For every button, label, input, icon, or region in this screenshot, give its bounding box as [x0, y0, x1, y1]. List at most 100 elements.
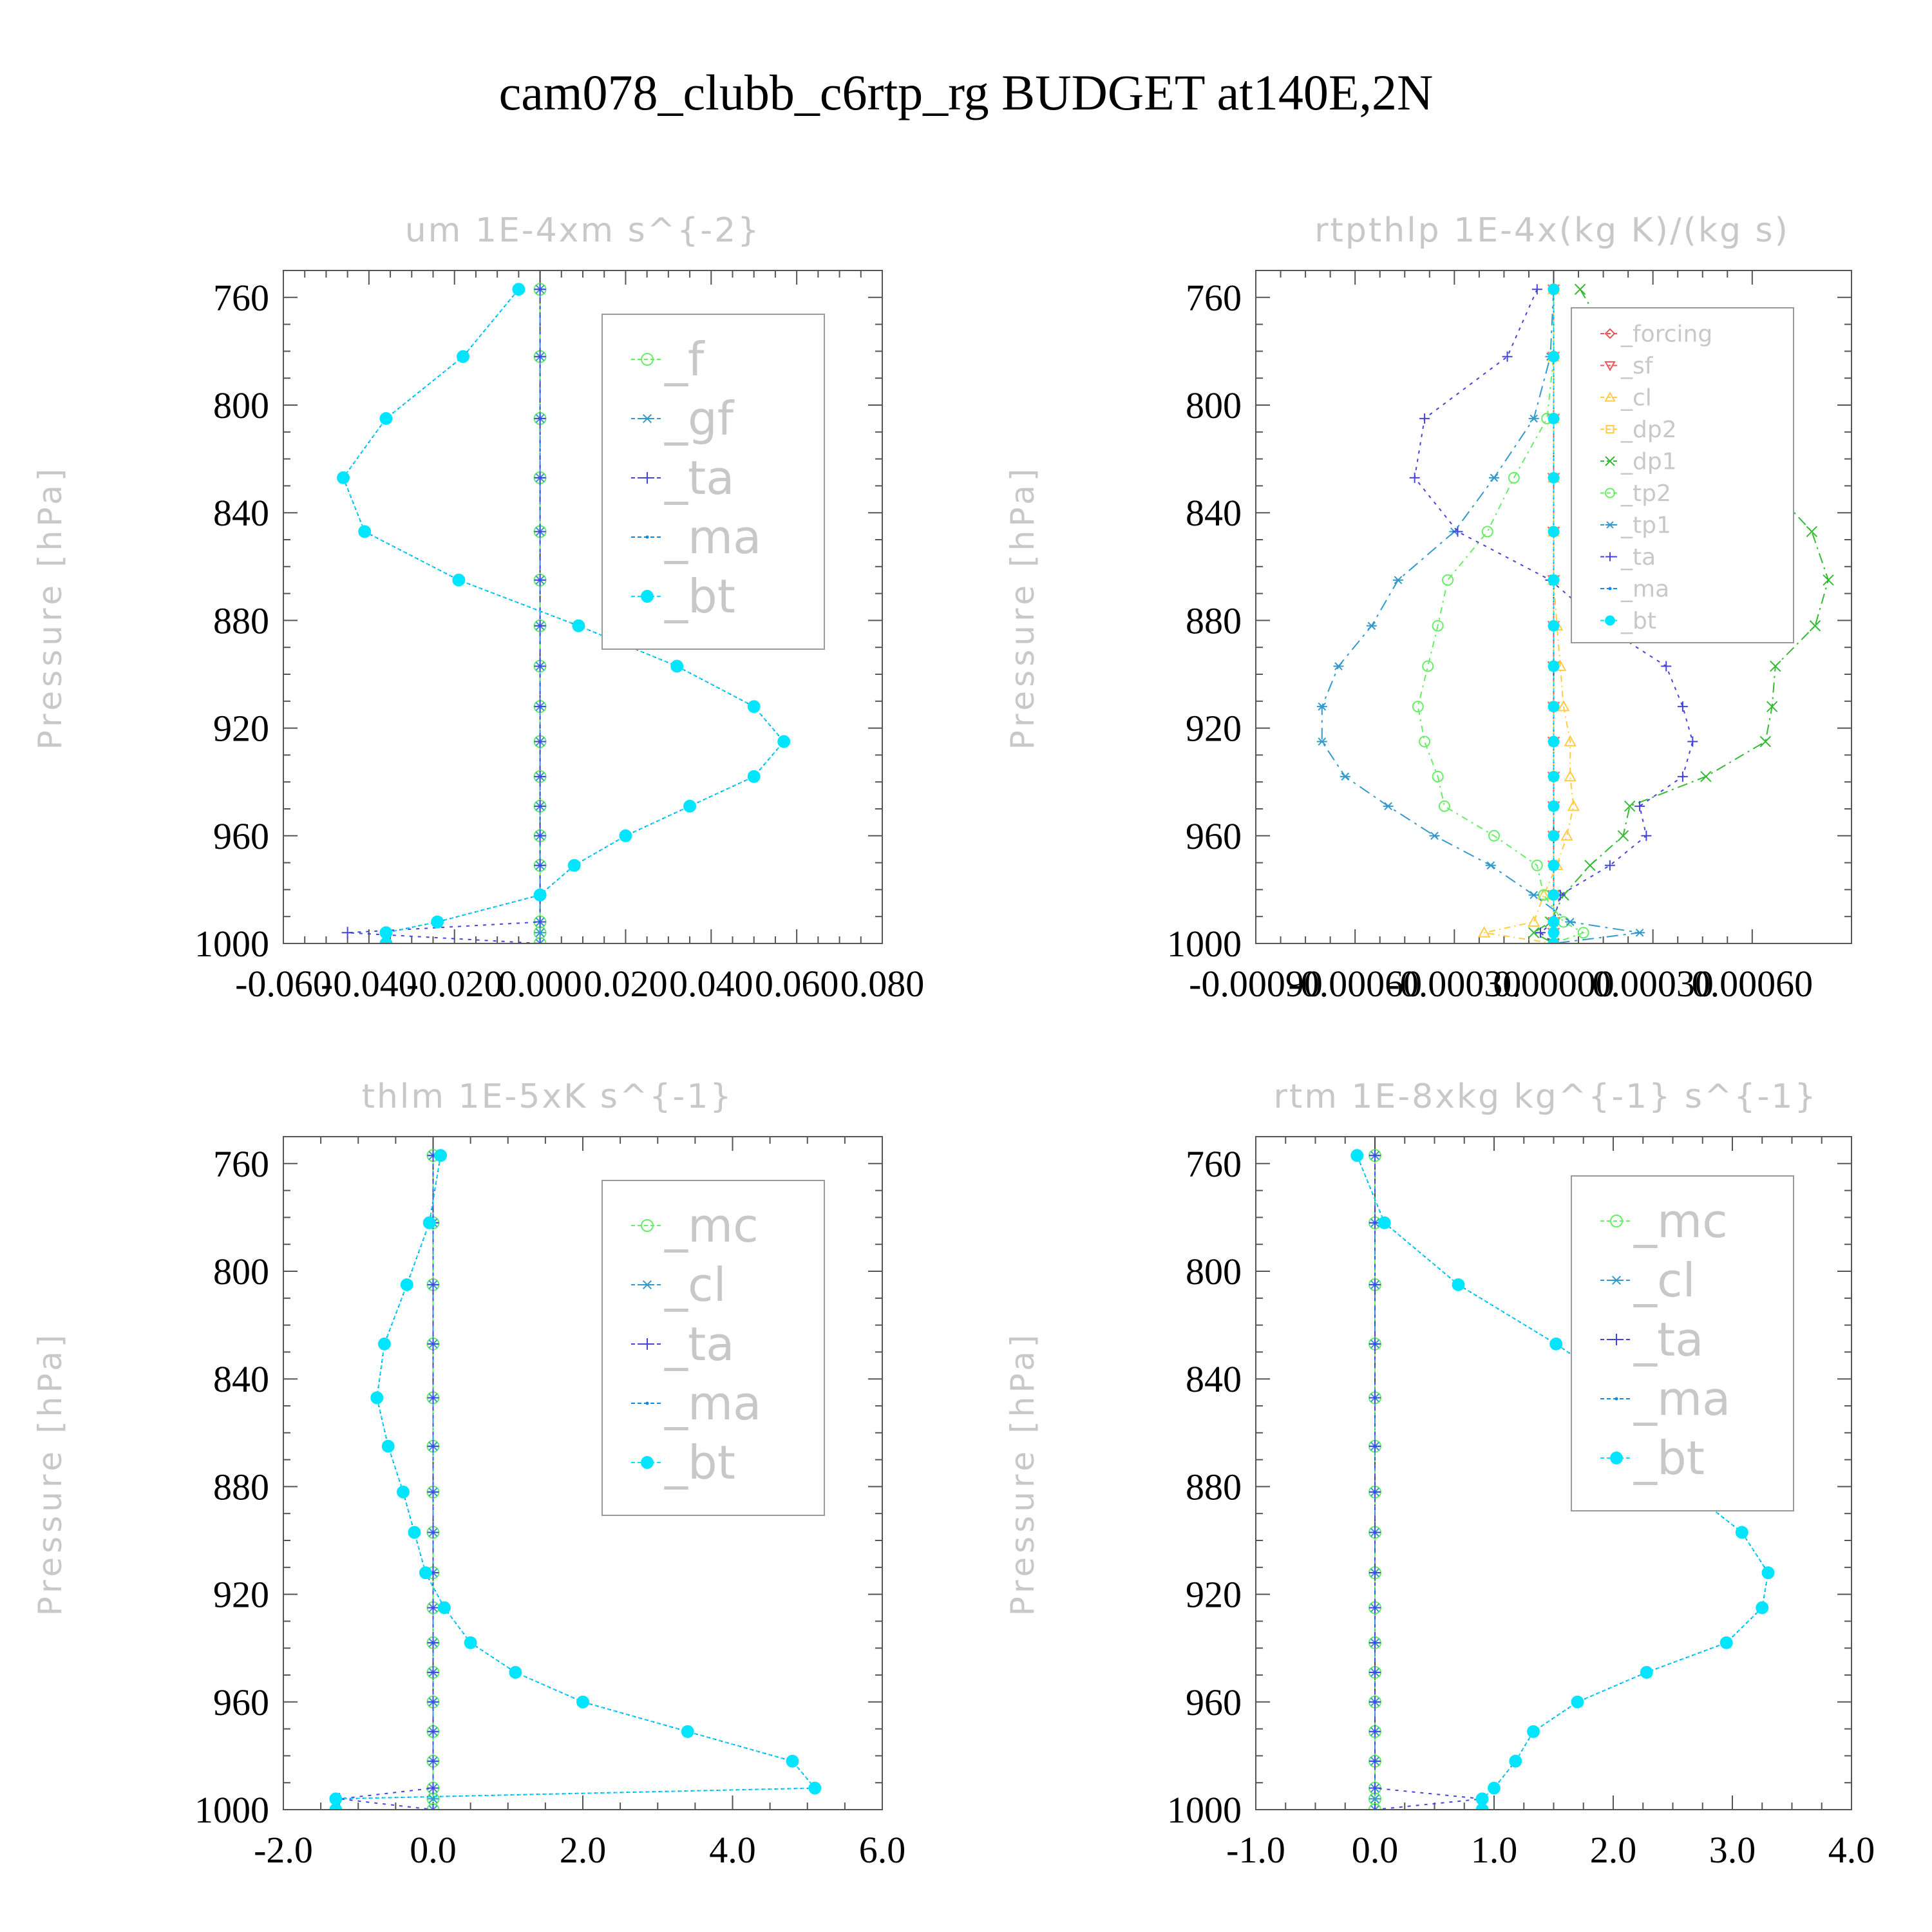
- legend-marker-bt: [1610, 1452, 1623, 1464]
- data-point-ta: [427, 1804, 439, 1810]
- data-point-ta: [1369, 1755, 1381, 1767]
- legend-marker-forcing: [1604, 328, 1616, 339]
- legend-label-bt: _bt: [1633, 1431, 1705, 1485]
- y-tick-label: 840: [213, 1358, 269, 1400]
- data-point-bt: [1509, 1754, 1522, 1768]
- legend-box: [1571, 307, 1794, 643]
- y-tick-label: 840: [213, 492, 269, 534]
- y-tick-label: 920: [213, 1574, 269, 1616]
- y-axis-label: Pressure [hPa]: [1004, 1331, 1041, 1616]
- y-tick-label: 880: [1186, 1466, 1242, 1508]
- x-tick-label: -0.060: [235, 963, 332, 1005]
- data-point-bt: [1756, 1601, 1769, 1615]
- legend-label-dp2: _dp2: [1620, 417, 1677, 443]
- data-point-tp2: [1531, 859, 1543, 871]
- data-point-tp1: [1429, 831, 1440, 840]
- data-point-tp1: [1316, 737, 1327, 746]
- legend-label-forcing: _forcing: [1620, 321, 1712, 348]
- data-point-cl: [427, 1804, 439, 1810]
- data-point-tp1: [1366, 621, 1377, 630]
- data-point-bt: [1548, 526, 1560, 538]
- panel-title: rtpthlp 1E-4x(kg K)/(kg s): [1314, 211, 1790, 250]
- legend-marker-cl: [1611, 1275, 1622, 1285]
- data-point-bt: [329, 1803, 343, 1810]
- legend-marker-ta: [1605, 552, 1615, 562]
- data-point-dp1: [1770, 660, 1781, 672]
- data-point-dp1: [1700, 771, 1712, 782]
- legend-marker-sf: [1604, 361, 1616, 372]
- data-point-ta: [1634, 800, 1645, 811]
- data-point-tp2: [1419, 735, 1431, 748]
- data-point-cl: [1557, 700, 1570, 712]
- x-tick-label: 0.0: [410, 1829, 457, 1871]
- data-point-ta: [1452, 526, 1463, 537]
- data-point-ta: [534, 526, 546, 538]
- legend-label-ta: _ta: [664, 1317, 734, 1371]
- y-tick-label: 760: [1186, 1143, 1242, 1185]
- series-line-bt: [335, 1155, 817, 1810]
- legend-label-ma: _ma: [1620, 576, 1669, 603]
- panels-group: um 1E-4xm s^{-2} Pressure [hPa] 760 800 840 8…: [32, 211, 1875, 1871]
- data-point-ta: [534, 620, 546, 632]
- y-tick-label: 880: [213, 1466, 269, 1508]
- data-point-bt: [1548, 916, 1560, 928]
- legend-label-gf: _gf: [664, 392, 735, 446]
- data-point-bt: [1571, 1695, 1584, 1709]
- legend: _mc_cl_ta_ma_bt: [601, 1180, 825, 1516]
- data-point-tp2: [1481, 526, 1493, 538]
- data-point-ta: [1369, 1602, 1381, 1614]
- plot-frame: [1255, 270, 1852, 944]
- data-point-gf: [534, 938, 546, 943]
- x-tick-label: -0.00030: [1387, 963, 1521, 1005]
- data-point-dp1: [1574, 283, 1586, 295]
- legend-label-ma: _ma: [1633, 1372, 1730, 1426]
- data-point-dp1: [1584, 860, 1596, 871]
- data-point-bt: [379, 926, 393, 940]
- y-tick-label: 960: [213, 815, 269, 857]
- data-point-tp2: [1422, 660, 1434, 672]
- x-tick-label: -2.0: [254, 1829, 313, 1871]
- data-point-bt: [379, 412, 393, 425]
- legend-label-tp1: _tp1: [1620, 513, 1671, 539]
- panel-title: rtm 1E-8xkg kg^{-1} s^{-1}: [1273, 1077, 1817, 1116]
- data-point-tp1: [1383, 802, 1394, 811]
- y-tick-label: 880: [213, 600, 269, 641]
- data-point-bt: [1475, 1792, 1489, 1806]
- data-point-ta: [534, 800, 546, 812]
- data-point-bt: [1378, 1216, 1391, 1229]
- y-tick-label: 960: [1186, 815, 1242, 857]
- data-point-bt: [747, 700, 761, 714]
- data-point-ta: [1661, 661, 1672, 672]
- data-point-bt: [408, 1526, 421, 1539]
- x-tick-label: 0.000: [498, 963, 582, 1005]
- legend-box: [1571, 1175, 1794, 1511]
- legend-marker-f: [641, 353, 654, 366]
- data-point-ta: [1369, 1696, 1381, 1708]
- data-point-bt: [1452, 1278, 1465, 1291]
- data-point-bt: [512, 283, 526, 296]
- data-point-ta: [534, 283, 546, 296]
- legend-label-dp1: _dp1: [1620, 449, 1677, 475]
- panel-title: thlm 1E-5xK s^{-1}: [362, 1077, 734, 1116]
- data-point-bt: [370, 1391, 384, 1405]
- figure-title: cam078_clubb_c6rtp_rg BUDGET at140E,2N: [499, 64, 1434, 120]
- data-point-ta: [1502, 351, 1513, 362]
- data-point-gf: [534, 928, 546, 938]
- data-point-bt: [509, 1665, 522, 1679]
- x-tick-label: 2.0: [560, 1829, 607, 1871]
- legend-marker-ma: [1615, 1397, 1618, 1401]
- x-tick-label: 0.00000: [1493, 963, 1615, 1005]
- legend-marker-ta: [1611, 1334, 1622, 1345]
- legend-marker-bt: [1605, 615, 1615, 626]
- data-point-cl: [1560, 829, 1573, 841]
- series-group: [337, 283, 791, 943]
- legend-label-f: _f: [664, 332, 705, 386]
- data-point-bt: [1548, 660, 1560, 672]
- data-point-tp2: [1488, 829, 1500, 842]
- data-point-bt: [1488, 1781, 1501, 1795]
- data-point-tp2: [1432, 770, 1444, 782]
- data-point-tp1: [1528, 891, 1539, 900]
- data-point-bt: [786, 1754, 799, 1768]
- data-point-bt: [670, 659, 684, 673]
